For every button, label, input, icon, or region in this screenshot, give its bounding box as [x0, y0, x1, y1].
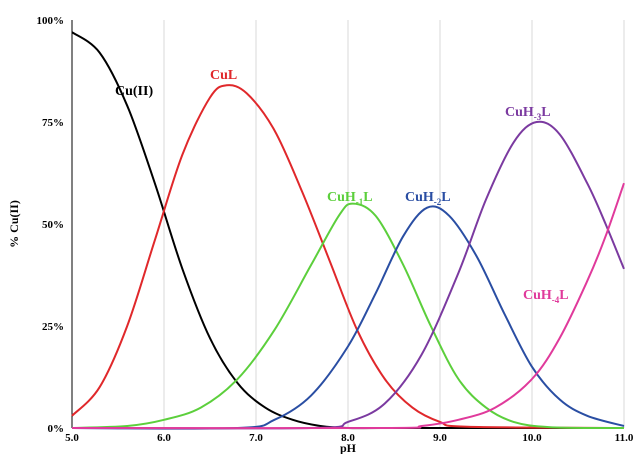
series-labels: Cu(II) CuL CuH-1L CuH-2L CuH-3L CuH-4L [115, 68, 569, 305]
series-line-2 [71, 84, 625, 429]
series-line-5 [71, 120, 625, 430]
x-tick-label: 9.0 [433, 432, 447, 444]
y-tick-labels: 0% 25% 50% 75% 100% [37, 15, 65, 435]
grid-lines [163, 20, 625, 428]
series-label-2: CuL [210, 68, 237, 83]
series-line-4 [71, 205, 625, 430]
x-tick-label: 10.0 [522, 432, 542, 444]
series-label-4: CuH-2L [405, 190, 451, 207]
y-tick-label: 100% [37, 15, 65, 27]
x-tick-label: 7.0 [249, 432, 263, 444]
y-tick-label: 25% [42, 321, 64, 333]
series-label-6: CuH-4L [523, 288, 569, 305]
y-tick-label: 0% [48, 423, 65, 435]
series-label-5: CuH-3L [505, 105, 551, 122]
series-label-1: Cu(II) [115, 84, 153, 99]
series-line-3 [71, 202, 625, 429]
x-tick-label: 11.0 [615, 432, 634, 444]
series-label-3: CuH-1L [327, 190, 373, 207]
x-tick-labels: 5.0 6.0 7.0 8.0 9.0 10.0 11.0 [65, 432, 634, 444]
x-tick-label: 6.0 [157, 432, 171, 444]
y-axis-label: % Cu(II) [7, 200, 21, 248]
x-tick-label: 8.0 [341, 432, 355, 444]
series-lines [71, 31, 625, 430]
y-tick-label: 50% [42, 219, 64, 231]
y-tick-label: 75% [42, 117, 64, 129]
series-line-6 [71, 182, 625, 430]
x-tick-label: 5.0 [65, 432, 79, 444]
x-axis-label: pH [340, 441, 357, 454]
